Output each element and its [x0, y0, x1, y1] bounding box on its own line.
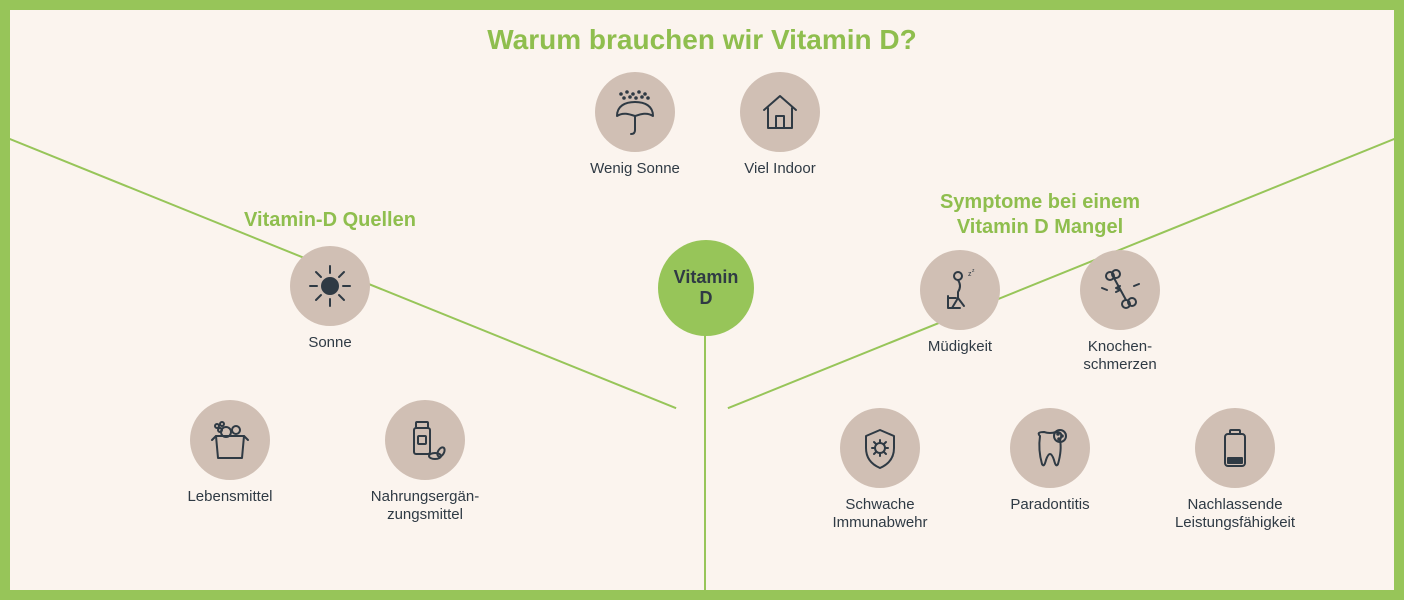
center-hub-label: VitaminD	[674, 267, 739, 308]
left-section-title: Vitamin-D Quellen	[200, 208, 460, 233]
item-wenig-sonne: Wenig Sonne	[565, 72, 705, 178]
tired-icon: z z	[920, 250, 1000, 330]
supplements-icon	[385, 400, 465, 480]
item-paradontitis: Paradontitis	[980, 408, 1120, 514]
item-knochenschmerzen: Knochen-schmerzen	[1050, 250, 1190, 374]
tooth-icon	[1010, 408, 1090, 488]
item-label: Müdigkeit	[890, 338, 1030, 356]
bone-pain-icon	[1080, 250, 1160, 330]
item-label: Nahrungsergän-zungsmittel	[355, 488, 495, 524]
main-title: Warum brauchen wir Vitamin D?	[10, 24, 1394, 56]
svg-text:z: z	[972, 268, 975, 274]
infographic-frame: Warum brauchen wir Vitamin D? VitaminD W…	[0, 0, 1404, 600]
item-leistung: NachlassendeLeistungsfähigkeit	[1150, 408, 1320, 532]
immune-icon	[840, 408, 920, 488]
sun-icon	[290, 246, 370, 326]
groceries-icon	[190, 400, 270, 480]
item-sonne: Sonne	[260, 246, 400, 352]
item-label: Paradontitis	[980, 496, 1120, 514]
item-nahrungsergaenzung: Nahrungsergän-zungsmittel	[355, 400, 495, 524]
item-muedigkeit: z z Müdigkeit	[890, 250, 1030, 356]
item-label: Viel Indoor	[710, 160, 850, 178]
item-label: SchwacheImmunabwehr	[810, 496, 950, 532]
item-label: Lebensmittel	[160, 488, 300, 506]
item-label: Sonne	[260, 334, 400, 352]
divider-vertical	[704, 330, 706, 600]
item-label: Wenig Sonne	[565, 160, 705, 178]
umbrella-rain-icon	[595, 72, 675, 152]
item-immunabwehr: SchwacheImmunabwehr	[810, 408, 950, 532]
item-label: Knochen-schmerzen	[1050, 338, 1190, 374]
battery-low-icon	[1195, 408, 1275, 488]
house-icon	[740, 72, 820, 152]
item-lebensmittel: Lebensmittel	[160, 400, 300, 506]
center-hub: VitaminD	[658, 240, 754, 336]
right-section-title: Symptome bei einemVitamin D Mangel	[890, 190, 1190, 240]
item-label: NachlassendeLeistungsfähigkeit	[1150, 496, 1320, 532]
item-viel-indoor: Viel Indoor	[710, 72, 850, 178]
